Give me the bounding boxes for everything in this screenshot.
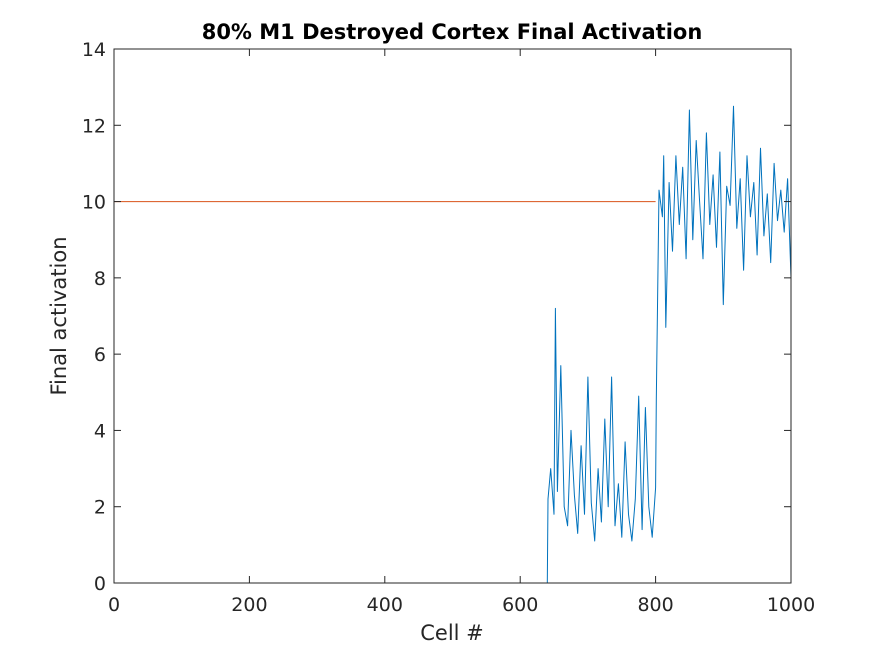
y-tick-label-14: 14: [82, 39, 106, 61]
y-axis-title: Final activation: [47, 236, 71, 395]
x-tick-label-400: 400: [367, 594, 403, 616]
y-tick-label-8: 8: [94, 268, 106, 290]
y-tick-label-10: 10: [82, 192, 106, 214]
x-tick-label-1000: 1000: [767, 594, 815, 616]
series-layer: [114, 105, 792, 584]
x-tick-label-200: 200: [231, 594, 267, 616]
y-tick-label-0: 0: [94, 573, 106, 595]
x-axis-title: Cell #: [420, 621, 484, 645]
x-tick-label-0: 0: [108, 594, 120, 616]
x-tick-label-800: 800: [637, 594, 673, 616]
ticks-layer: 0 200 400 600 800 1000 0 2 4 6 8 10 12 14: [82, 39, 815, 616]
y-tick-label-12: 12: [82, 115, 106, 137]
plot-area: [114, 49, 791, 583]
x-tick-label-600: 600: [502, 594, 538, 616]
y-tick-label-6: 6: [94, 344, 106, 366]
axes-box: [113, 48, 792, 584]
y-tick-label-4: 4: [94, 420, 106, 442]
chart-title: 80% M1 Destroyed Cortex Final Activation: [202, 20, 703, 44]
series-line-1: [114, 105, 792, 584]
y-tick-label-2: 2: [94, 497, 106, 519]
